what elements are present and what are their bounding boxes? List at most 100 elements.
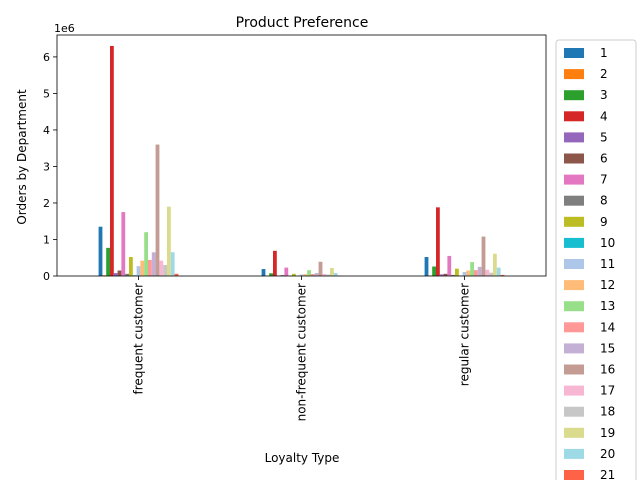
legend-label-14: 14 <box>600 320 615 334</box>
bar-series-12 <box>303 274 308 276</box>
legend-swatch-6 <box>564 153 584 164</box>
bar-series-4 <box>110 45 114 277</box>
bar-series-12 <box>140 260 145 276</box>
bar-series-3 <box>432 266 436 276</box>
legend-swatch-12 <box>564 280 584 291</box>
legend-swatch-16 <box>564 364 584 375</box>
bar-series-9 <box>129 257 133 276</box>
chart-title: Product Preference <box>236 15 369 31</box>
y-tick-label: 1 <box>43 233 50 246</box>
bar-series-21 <box>500 274 505 276</box>
y-axis-label: Orders by Department <box>15 89 29 225</box>
legend-swatch-13 <box>564 301 584 312</box>
legend-swatch-1 <box>564 48 584 58</box>
y-ticks: 0 1 2 3 4 5 6 <box>43 51 57 283</box>
bar-series-13 <box>470 262 474 276</box>
bar-series-9 <box>455 268 459 276</box>
bar-series-11 <box>136 266 141 276</box>
legend-label-17: 17 <box>600 384 615 398</box>
bar-series-17 <box>159 260 164 276</box>
legend-label-20: 20 <box>600 447 615 461</box>
bar-series-6 <box>443 273 448 276</box>
y-axis-offset-label: 1e6 <box>54 22 75 35</box>
legend-swatch-9 <box>564 216 584 227</box>
legend-swatch-10 <box>564 237 584 248</box>
bar-series-15 <box>314 273 319 276</box>
bar-series-19 <box>493 253 497 276</box>
legend-label-10: 10 <box>600 236 615 250</box>
legend-label-9: 9 <box>600 215 608 229</box>
bar-series-5 <box>113 273 118 276</box>
legend-label-2: 2 <box>600 67 608 81</box>
bar-series-19 <box>167 206 171 276</box>
bar-series-14 <box>311 273 315 276</box>
legend-swatch-21 <box>564 470 584 480</box>
legend-swatch-14 <box>564 322 584 333</box>
bar-series-16 <box>318 261 323 276</box>
bar-series-20 <box>333 273 338 276</box>
legend-label-18: 18 <box>600 405 615 419</box>
bar-series-3 <box>269 273 273 276</box>
legend-label-19: 19 <box>600 426 615 440</box>
plot-frame <box>56 34 547 277</box>
legend-swatch-15 <box>564 343 584 354</box>
bar-series-1 <box>424 257 429 276</box>
x-axis-label: Loyalty Type <box>265 451 340 465</box>
legend-swatch-3 <box>564 90 584 101</box>
bar-series-4 <box>436 207 440 276</box>
legend-label-3: 3 <box>600 88 608 102</box>
legend-label-11: 11 <box>600 257 615 271</box>
x-tick-label: non-frequent customer <box>295 283 309 421</box>
bar-series-8 <box>125 273 129 276</box>
y-tick-label: 5 <box>43 87 50 100</box>
legend-swatch-4 <box>564 111 584 122</box>
bar-series-15 <box>151 252 156 276</box>
bar-series-13 <box>307 270 311 276</box>
bar-series-17 <box>322 273 327 276</box>
legend-label-5: 5 <box>600 130 608 144</box>
bar-series-6 <box>117 270 122 276</box>
x-tick-label: regular customer <box>458 283 472 386</box>
legend-swatch-7 <box>564 174 584 185</box>
bar-series-20 <box>496 267 501 276</box>
legend-label-16: 16 <box>600 363 615 377</box>
bar-series-3 <box>106 247 110 276</box>
bar-series-8 <box>451 274 455 276</box>
bar-series-7 <box>447 255 452 276</box>
legend-label-4: 4 <box>600 109 608 123</box>
bar-series-11 <box>462 271 467 276</box>
bar-series-1 <box>98 226 103 276</box>
bar-series-7 <box>121 212 126 276</box>
y-tick-label: 4 <box>43 124 50 137</box>
bar-series-14 <box>474 270 478 276</box>
y-tick-label: 3 <box>43 160 50 173</box>
y-tick-label: 2 <box>43 197 50 210</box>
legend-label-12: 12 <box>600 278 615 292</box>
bar-series-4 <box>273 250 277 276</box>
x-tick-label: frequent customer <box>132 283 146 395</box>
bar-series-18 <box>489 272 493 276</box>
bar-series-21 <box>174 273 179 276</box>
bar-series-19 <box>330 267 334 276</box>
legend-label-13: 13 <box>600 299 615 313</box>
legend-label-6: 6 <box>600 152 608 166</box>
bar-series-9 <box>292 273 296 276</box>
bar-series-14 <box>148 259 152 276</box>
bar-series-18 <box>326 274 330 276</box>
bar-series-16 <box>155 144 160 276</box>
legend-swatch-8 <box>564 195 584 206</box>
legend-label-7: 7 <box>600 173 608 187</box>
bar-series-12 <box>466 270 471 276</box>
bar-series-18 <box>163 265 167 276</box>
legend-swatch-20 <box>564 448 584 459</box>
bar-series-13 <box>144 232 148 276</box>
x-ticks: frequent customer non-frequent customer re… <box>132 276 472 421</box>
legend-label-1: 1 <box>600 46 608 60</box>
bar-series-15 <box>477 266 482 276</box>
legend-swatch-2 <box>564 69 584 80</box>
bar-series-20 <box>170 252 175 276</box>
bars <box>98 45 505 277</box>
bar-series-5 <box>439 274 444 276</box>
legend-swatch-11 <box>564 259 584 269</box>
